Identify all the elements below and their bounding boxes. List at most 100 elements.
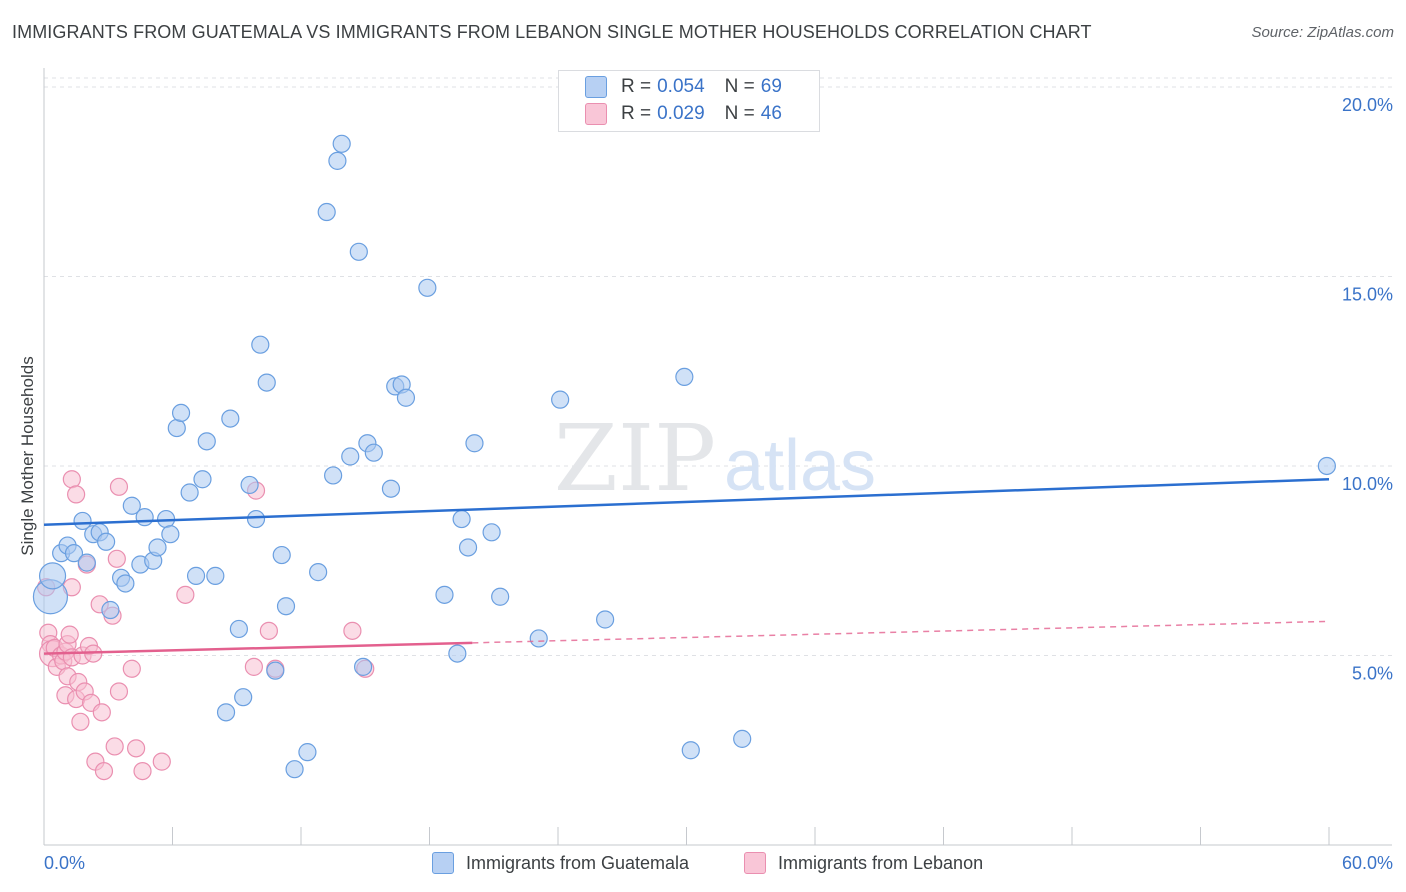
stats-legend: R = 0.054 N = 69 R = 0.029 N = 46 bbox=[558, 70, 820, 132]
axes bbox=[43, 68, 1392, 846]
guatemala-point bbox=[229, 619, 248, 639]
guatemala-point bbox=[272, 545, 291, 565]
series-legend-lebanon: Immigrants from Lebanon bbox=[744, 852, 983, 874]
y-axis-title: Single Mother Households bbox=[18, 356, 37, 556]
guatemala-point bbox=[341, 447, 360, 466]
lebanon-point bbox=[94, 761, 114, 781]
y-tick-label: 5.0% bbox=[1352, 663, 1393, 683]
lebanon-point bbox=[176, 585, 195, 604]
lebanon-point bbox=[105, 737, 124, 756]
guatemala-point bbox=[317, 202, 336, 222]
lebanon-point bbox=[109, 477, 129, 496]
guatemala-point bbox=[328, 151, 347, 170]
legend-swatch-guatemala bbox=[585, 76, 607, 98]
series-label-guatemala: Immigrants from Guatemala bbox=[466, 852, 690, 873]
guatemala-point bbox=[298, 743, 317, 762]
legend-n-value: 46 bbox=[760, 103, 782, 124]
guatemala-point bbox=[276, 597, 296, 616]
y-tick-label: 15.0% bbox=[1342, 284, 1393, 304]
guatemala-point bbox=[101, 600, 120, 620]
guatemala-point bbox=[197, 432, 216, 451]
guatemala-point bbox=[180, 483, 199, 502]
guatemala-point bbox=[266, 661, 285, 680]
guatemala-point bbox=[435, 585, 454, 604]
series-legend-guatemala: Immigrants from Guatemala bbox=[432, 852, 689, 874]
series-swatch-lebanon bbox=[744, 852, 766, 874]
guatemala-point bbox=[240, 475, 259, 495]
legend-n-label: N = bbox=[724, 76, 755, 97]
trend-lines bbox=[43, 477, 1330, 655]
guatemala-point bbox=[491, 587, 510, 606]
guatemala-point bbox=[448, 644, 467, 663]
lebanon-point bbox=[122, 659, 141, 678]
guatemala-point bbox=[482, 523, 501, 542]
guatemala-point bbox=[77, 553, 96, 572]
guatemala-point bbox=[551, 390, 570, 409]
lebanon-point bbox=[67, 485, 86, 504]
legend-r-value: 0.029 bbox=[657, 103, 705, 124]
guatemala-point bbox=[1317, 456, 1336, 476]
guatemala-point bbox=[465, 434, 484, 453]
lebanon-point bbox=[71, 712, 90, 731]
lebanon-point bbox=[107, 549, 126, 568]
source-label: Source: ZipAtlas.com bbox=[1251, 24, 1394, 41]
x-tick-label-max: 60.0% bbox=[1342, 853, 1393, 873]
lebanon-point bbox=[152, 752, 171, 771]
guatemala-point bbox=[97, 532, 116, 551]
guatemala-point bbox=[234, 688, 253, 707]
lebanon-point bbox=[62, 470, 81, 489]
x-tick-label-min: 0.0% bbox=[44, 853, 85, 873]
lebanon-point bbox=[133, 761, 152, 781]
guatemala-point bbox=[285, 760, 304, 779]
guatemala-point bbox=[135, 508, 154, 527]
guatemala-point bbox=[122, 496, 141, 515]
guatemala-point bbox=[193, 470, 212, 489]
lebanon-point bbox=[259, 621, 278, 640]
lebanon-point bbox=[60, 625, 79, 644]
lebanon-point bbox=[244, 657, 263, 676]
legend-r-label: R = bbox=[621, 76, 652, 97]
watermark-atlas: atlas bbox=[724, 426, 876, 506]
legend-row-lebanon: R = 0.029 N = 46 bbox=[585, 102, 802, 126]
guatemala-point bbox=[116, 574, 135, 593]
guatemala-point bbox=[171, 403, 191, 423]
guatemala-point bbox=[251, 335, 270, 354]
y-tick-labels: 5.0% 10.0% 15.0% 20.0% bbox=[1342, 95, 1393, 684]
lebanon-point bbox=[109, 682, 129, 701]
guatemala-point bbox=[529, 629, 548, 648]
guatemala-point bbox=[73, 511, 92, 531]
guatemala-point bbox=[186, 566, 206, 585]
guatemala-point bbox=[246, 509, 266, 529]
y-tick-label: 20.0% bbox=[1342, 95, 1393, 115]
guatemala-point bbox=[221, 409, 240, 428]
guatemala-point bbox=[64, 544, 84, 563]
guatemala-point bbox=[309, 563, 328, 582]
y-tick-label: 10.0% bbox=[1342, 474, 1393, 494]
guatemala-point bbox=[354, 657, 373, 676]
series-swatch-guatemala bbox=[432, 852, 454, 874]
guatemala-point bbox=[681, 741, 700, 760]
guatemala-point bbox=[38, 562, 67, 590]
guatemala-points bbox=[32, 134, 1336, 779]
guatemala-point bbox=[364, 443, 383, 462]
legend-row-guatemala: R = 0.054 N = 69 bbox=[585, 75, 802, 99]
guatemala-point bbox=[381, 479, 401, 498]
guatemala-point bbox=[148, 538, 167, 557]
guatemala-point bbox=[458, 538, 478, 557]
guatemala-point bbox=[675, 367, 694, 387]
gridlines bbox=[44, 77, 1392, 656]
lebanon-point bbox=[92, 703, 111, 722]
guatemala-point bbox=[167, 418, 186, 438]
legend-r-value: 0.054 bbox=[657, 76, 705, 97]
lebanon-point bbox=[343, 621, 362, 640]
guatemala-point bbox=[332, 134, 351, 153]
watermark: ZIP atlas bbox=[554, 405, 876, 512]
guatemala-point bbox=[596, 610, 615, 629]
x-tick-marks bbox=[43, 827, 1330, 845]
guatemala-point bbox=[161, 525, 180, 544]
legend-n-label: N = bbox=[724, 103, 755, 124]
guatemala-point bbox=[418, 278, 437, 297]
watermark-zip: ZIP bbox=[554, 405, 716, 512]
guatemala-point bbox=[257, 373, 276, 392]
